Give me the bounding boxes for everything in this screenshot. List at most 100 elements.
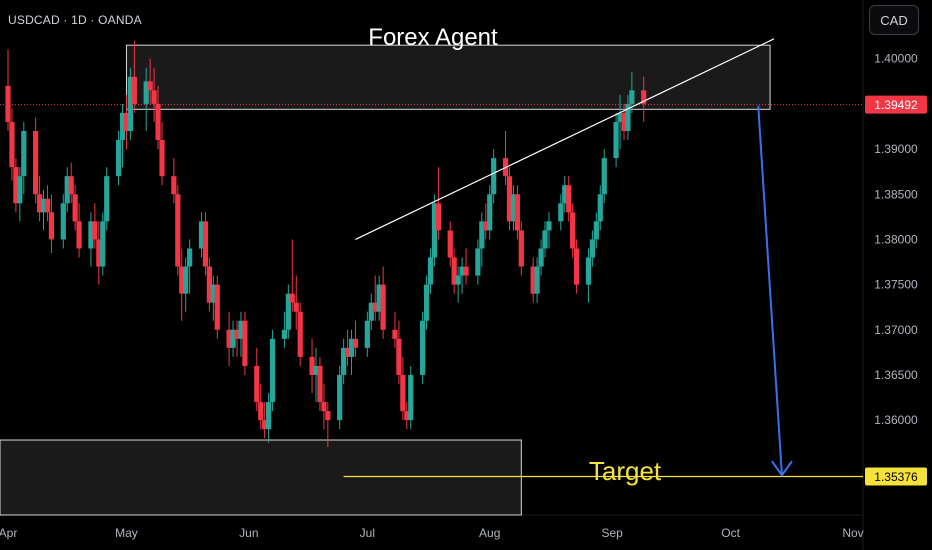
y-tick-label: 1.36000 xyxy=(874,413,918,427)
candle-body xyxy=(281,329,288,339)
candle-body xyxy=(123,112,130,132)
candle-body xyxy=(585,257,592,285)
candle-body xyxy=(621,112,627,132)
candle-body xyxy=(234,329,240,339)
candle-body xyxy=(348,338,355,357)
symbol-info[interactable]: USDCAD · 1D · OANDA xyxy=(8,13,142,27)
candle-body xyxy=(48,212,55,240)
candle-body xyxy=(479,221,485,249)
candle-body xyxy=(518,230,524,267)
candle-body xyxy=(475,248,481,276)
candle-body xyxy=(183,266,189,294)
candle-body xyxy=(400,374,406,412)
candle-body xyxy=(131,76,137,104)
candle-body xyxy=(573,248,580,285)
price-axis[interactable]: 1.40000 1.39000 1.38500 1.38000 1.37500 1.370… xyxy=(874,52,918,427)
candle-body xyxy=(206,266,212,303)
trendline xyxy=(355,38,775,240)
candle-body xyxy=(44,198,51,213)
candle-body xyxy=(625,103,631,132)
target-price-tag: 1.35376 xyxy=(865,467,927,486)
candle-body xyxy=(266,402,272,430)
candle-body xyxy=(171,176,177,195)
candle-body xyxy=(269,338,276,403)
candle-body xyxy=(317,365,323,403)
currency-button[interactable]: CAD xyxy=(869,5,919,35)
candle-body xyxy=(491,158,497,195)
candle-body xyxy=(534,266,540,294)
candle-body xyxy=(570,212,576,249)
candle-body xyxy=(230,329,236,348)
candle-body xyxy=(96,239,102,267)
y-tick-label: 1.40000 xyxy=(874,52,918,66)
candle-body xyxy=(368,302,374,321)
time-axis[interactable]: Apr May Jun Jul Aug Sep Oct Nov xyxy=(0,526,864,540)
candle-body xyxy=(289,293,295,303)
x-tick-label: Jun xyxy=(239,526,258,540)
candle-body xyxy=(238,320,244,339)
last-price-tag-bg xyxy=(865,95,927,114)
candle-body xyxy=(76,221,82,249)
candle-body xyxy=(147,81,153,91)
candle-body xyxy=(562,185,568,204)
candle-body xyxy=(451,257,457,285)
candle-body xyxy=(33,131,39,195)
candle-body xyxy=(538,248,544,267)
zones-layer xyxy=(0,44,771,516)
candle-body xyxy=(487,194,493,231)
candle-body xyxy=(258,402,264,421)
candle-body xyxy=(337,374,343,421)
candle-body xyxy=(92,221,98,240)
candle-body xyxy=(72,194,78,222)
candle-body xyxy=(88,221,94,249)
candle-body xyxy=(198,221,205,249)
candle-body xyxy=(641,90,647,104)
x-tick-label: Nov xyxy=(842,526,863,540)
candle-body xyxy=(115,140,122,177)
candle-body xyxy=(214,284,220,330)
candle-body xyxy=(601,158,607,195)
candle-body xyxy=(40,198,47,213)
candle-body xyxy=(447,230,453,258)
x-tick-label: May xyxy=(115,526,138,540)
candle-body xyxy=(297,311,303,357)
candle-body xyxy=(64,176,70,204)
candle-body xyxy=(514,194,520,231)
target-price-tag-bg xyxy=(865,467,927,486)
chart-title: Forex Agent xyxy=(368,24,498,51)
y-tick-label: 1.39000 xyxy=(874,142,918,156)
candle-body xyxy=(463,266,469,276)
candle-body xyxy=(455,275,461,285)
candle-body xyxy=(202,221,209,267)
candle-body xyxy=(364,320,370,348)
candle-body xyxy=(104,176,110,222)
candle-body xyxy=(597,194,603,222)
candle-body xyxy=(68,176,74,195)
x-tick-label: Sep xyxy=(601,526,623,540)
target-price-value: 1.35376 xyxy=(874,470,918,484)
candle-body xyxy=(175,194,181,267)
candle-body xyxy=(151,90,157,104)
y-tick-label: 1.37000 xyxy=(874,323,918,337)
candle-body xyxy=(100,221,106,267)
candle-body xyxy=(542,230,548,249)
candle-body xyxy=(459,266,465,276)
candle-body xyxy=(155,103,161,141)
candle-body xyxy=(427,257,434,285)
x-tick-label: Oct xyxy=(721,526,740,540)
candle-body xyxy=(546,221,552,231)
resistance-zone xyxy=(125,44,771,110)
candle-body xyxy=(617,112,623,122)
candle-body xyxy=(127,76,134,132)
y-tick-label: 1.38500 xyxy=(874,187,918,201)
candle-body xyxy=(629,90,635,104)
last-price-tag: 1.39492 xyxy=(865,95,927,114)
candle-body xyxy=(613,121,619,159)
candle-body xyxy=(143,81,149,104)
candle-body xyxy=(408,374,414,421)
target-label: Target xyxy=(589,456,662,486)
candle-body xyxy=(483,221,489,231)
candle-body xyxy=(431,203,438,258)
candle-body xyxy=(380,284,386,330)
